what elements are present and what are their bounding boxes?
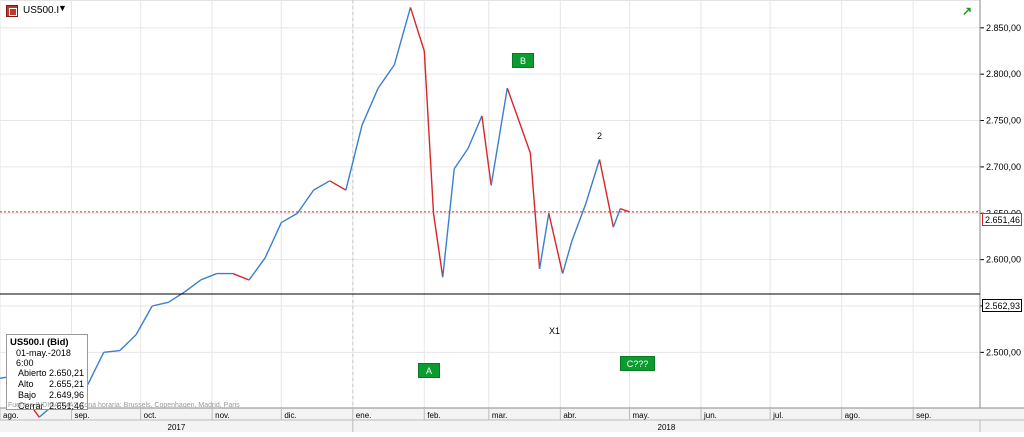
year-label: 2018 <box>658 423 676 432</box>
month-label: oct. <box>144 411 157 420</box>
price-segment <box>86 352 105 386</box>
info-row-close: Cerrar 2.651,46 <box>18 401 84 411</box>
month-label: abr. <box>563 411 576 420</box>
price-segment <box>442 168 455 278</box>
month-label: feb. <box>427 411 440 420</box>
y-tick-label: 2.850,00 <box>986 23 1021 33</box>
plot-area <box>0 0 981 409</box>
info-row-open: Abierto 2.650,21 <box>18 368 84 378</box>
month-label: mar. <box>492 411 508 420</box>
price-segment <box>409 7 425 52</box>
price-segment <box>453 147 469 170</box>
y-tick-label: 2.600,00 <box>986 255 1021 265</box>
price-segment <box>612 208 621 228</box>
price-segment <box>490 87 508 186</box>
price-segment <box>571 203 587 242</box>
month-label: ago. <box>845 411 861 420</box>
y-tick-label: 2.700,00 <box>986 162 1021 172</box>
month-label: jul. <box>772 411 783 420</box>
price-segment <box>393 7 412 66</box>
price-segment <box>377 64 395 89</box>
info-title: US500.I (Bid) <box>10 337 69 348</box>
price-segment <box>296 189 315 214</box>
month-label: may. <box>633 411 650 420</box>
month-label: sep. <box>916 411 931 420</box>
year-label: 2017 <box>168 423 186 432</box>
support-price-tag: 2.562,93 <box>982 299 1022 312</box>
price-segment <box>518 120 532 154</box>
price-segment <box>481 115 492 186</box>
month-label: sep. <box>74 411 89 420</box>
price-segment <box>467 115 483 149</box>
price-segment <box>423 50 435 214</box>
y-tick-label: 2.750,00 <box>986 116 1021 126</box>
chart-header: US500.I ▼ <box>0 0 980 22</box>
price-segment <box>280 212 298 224</box>
y-tick-label: 2.500,00 <box>986 347 1021 357</box>
price-segment <box>506 87 520 121</box>
price-segment <box>200 272 218 281</box>
price-segment <box>529 152 541 269</box>
price-segment <box>548 213 564 274</box>
last-price-tag: 2.651,46 <box>982 213 1022 226</box>
price-segment <box>598 159 615 228</box>
month-label: ago. <box>3 411 19 420</box>
wave-label-b: B <box>512 53 534 68</box>
wave-label-2: 2 <box>597 131 603 141</box>
price-segment <box>103 349 120 354</box>
month-label: dic. <box>284 411 296 420</box>
price-segment <box>248 257 266 281</box>
timezone-footer: Fuentes INDICATIVAS Zona horaria: Brusse… <box>8 402 240 409</box>
price-segment <box>232 272 250 281</box>
month-label: nov. <box>215 411 230 420</box>
price-segment <box>184 279 202 293</box>
wave-label-c: C??? <box>620 356 655 371</box>
price-segment <box>135 305 153 336</box>
price-segment <box>119 334 137 352</box>
price-segment <box>585 159 601 205</box>
price-segment <box>361 87 379 126</box>
trend-up-icon[interactable]: ↗ <box>962 4 973 18</box>
price-segment <box>432 213 444 278</box>
price-segment <box>152 301 169 307</box>
info-row-high: Alto 2.655,21 <box>18 379 84 389</box>
y-tick-label: 2.800,00 <box>986 69 1021 79</box>
wave-label-x1: X1 <box>549 326 561 336</box>
flag-icon <box>6 5 18 17</box>
price-segment <box>538 213 550 270</box>
symbol-label: US500.I <box>23 5 60 16</box>
month-label: ene. <box>356 411 372 420</box>
price-segment <box>620 207 630 213</box>
price-segment <box>345 125 363 191</box>
info-datetime: 01-may.-2018 6:00 <box>16 348 71 368</box>
chevron-down-icon[interactable]: ▼ <box>58 3 67 13</box>
month-label: jun. <box>703 411 717 420</box>
price-segment <box>264 222 282 259</box>
price-segment <box>561 240 573 274</box>
price-segment <box>329 180 347 191</box>
price-segment <box>313 180 331 191</box>
wave-label-a: A <box>418 363 440 378</box>
ohlc-info-box: US500.I (Bid) 01-may.-2018 6:00 Abierto 2… <box>6 334 88 411</box>
info-row-low: Bajo 2.649,96 <box>18 390 84 400</box>
